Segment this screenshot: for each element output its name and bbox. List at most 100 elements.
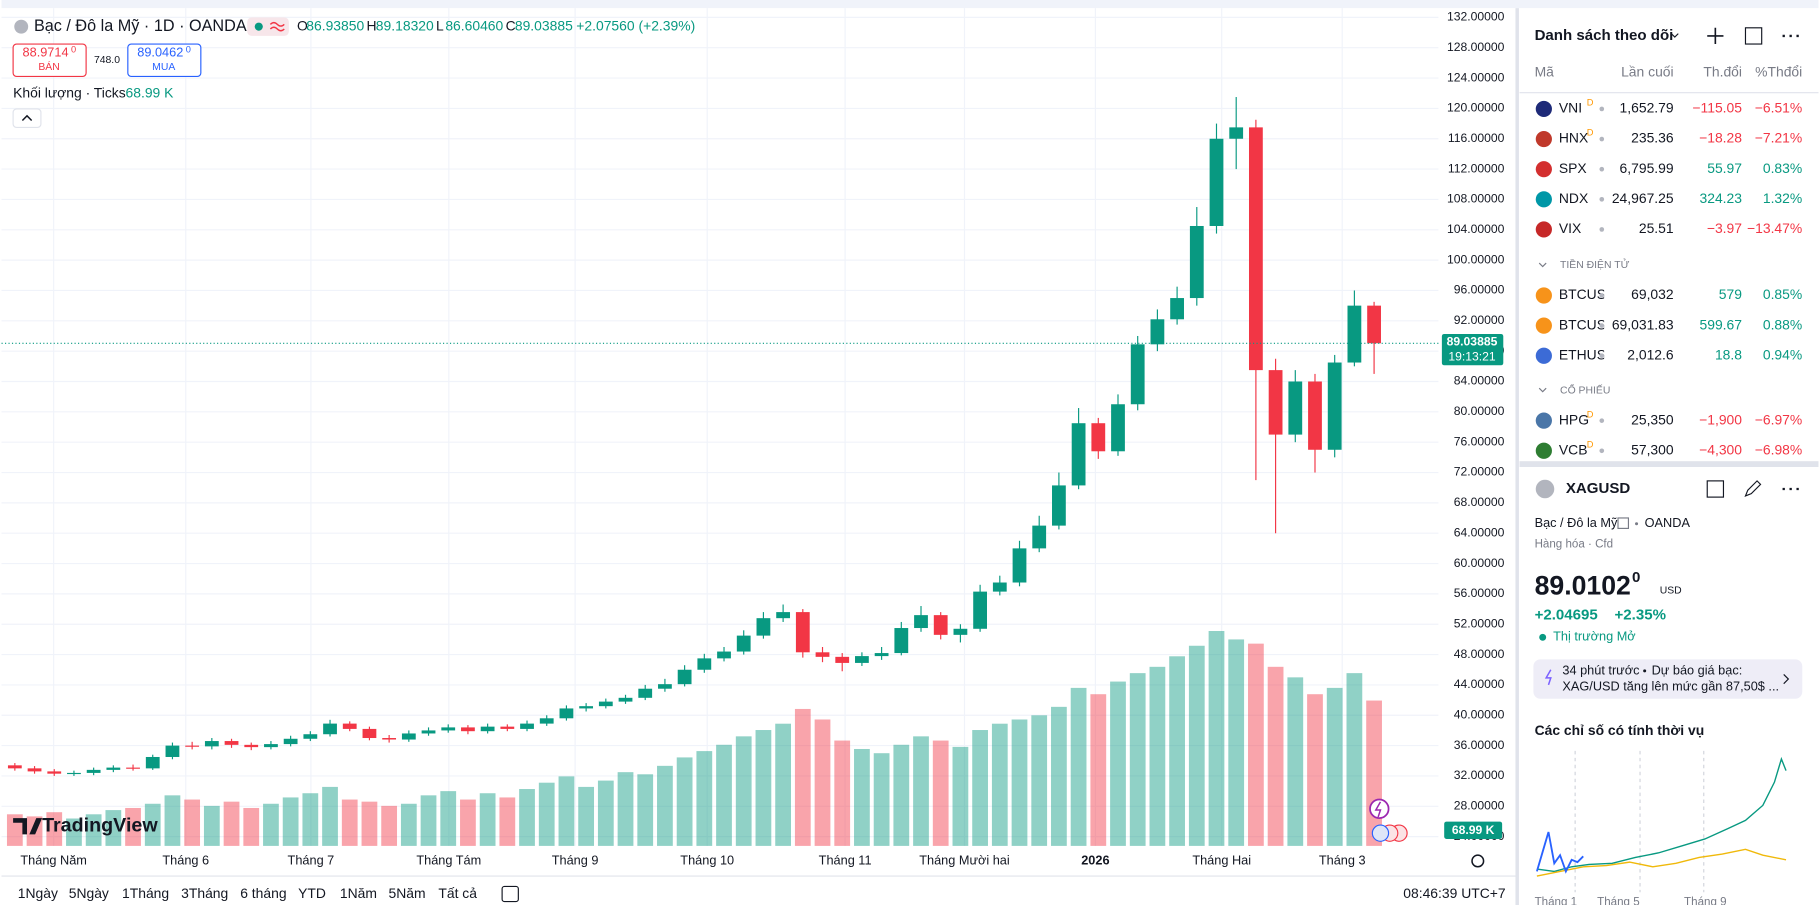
volume-bar — [1287, 677, 1304, 846]
side-panel: Danh sách theo dõi XAGUSD Bạc / Đô la Mỹ… — [1519, 27, 1819, 905]
candle-body — [224, 741, 239, 745]
volume-bar — [1366, 700, 1382, 846]
buy-button[interactable] — [127, 43, 202, 78]
collapse-button[interactable] — [12, 108, 42, 129]
range-button[interactable]: 5Năm — [389, 885, 426, 901]
x-tick-label: Tháng 7 — [288, 852, 335, 867]
candle-body — [382, 738, 397, 740]
status-icon — [269, 21, 285, 32]
candle-body — [27, 768, 42, 772]
row-symbol[interactable]: BTCUS — [1559, 286, 1606, 302]
row-symbol[interactable]: VCB — [1559, 441, 1588, 457]
volume-bar — [873, 753, 890, 846]
symbol-logo — [1535, 317, 1552, 334]
range-button[interactable]: 1Tháng — [122, 885, 169, 901]
row-flag: D — [1587, 439, 1594, 449]
candle-body — [86, 769, 101, 773]
row-change: −115.05 — [1692, 100, 1742, 116]
volume-title: Khối lượng · Ticks — [13, 85, 126, 101]
event-icon[interactable] — [1369, 798, 1390, 819]
row-last: 235.36 — [1631, 130, 1674, 146]
volume-bar — [1011, 719, 1028, 846]
row-symbol[interactable]: BTCUS — [1559, 316, 1606, 332]
watchlist-title[interactable]: Danh sách theo dõi — [1535, 27, 1674, 44]
settings-icon[interactable] — [1471, 854, 1485, 868]
external-icon[interactable] — [1617, 517, 1630, 529]
calendar-icon[interactable] — [501, 885, 519, 903]
candle-body — [598, 701, 613, 707]
volume-bar — [676, 757, 693, 846]
row-symbol[interactable]: HNX — [1559, 130, 1588, 146]
add-icon[interactable] — [1707, 27, 1724, 45]
row-dot — [1599, 448, 1605, 454]
volume-bar — [893, 744, 910, 846]
volume-bar — [144, 803, 161, 846]
candle-body — [638, 688, 653, 698]
y-tick-label: 72.00000 — [1454, 465, 1505, 479]
detail-symbol[interactable]: XAGUSD — [1566, 480, 1631, 497]
row-dot — [1599, 196, 1605, 202]
symbol-icon — [14, 19, 29, 34]
detail-category: Hàng hóa · Cfd — [1535, 539, 1614, 551]
ohlc-value: 89.03885 — [515, 17, 573, 33]
candle-body — [1130, 344, 1145, 405]
volume-bar — [400, 803, 417, 846]
section-chevron — [1538, 262, 1547, 268]
row-change: 18.8 — [1715, 346, 1742, 362]
top-bar — [1, 0, 1819, 9]
dot — [1643, 669, 1647, 673]
volume-tag — [1444, 821, 1503, 839]
edit-icon[interactable] — [1744, 480, 1762, 497]
detail-change: +2.04695 — [1535, 606, 1598, 623]
candle-body — [342, 723, 357, 729]
volume-bar — [164, 795, 181, 846]
symbol-title[interactable]: Bạc / Đô la Mỹ · 1D · OANDA — [34, 17, 247, 35]
row-pct: −7.21% — [1755, 130, 1803, 146]
row-change: −18.28 — [1699, 130, 1742, 146]
layout-icon[interactable] — [1744, 27, 1763, 45]
y-tick-label: 52.00000 — [1454, 616, 1505, 630]
row-symbol[interactable]: NDX — [1559, 190, 1588, 206]
candle-body — [500, 726, 515, 729]
volume-bar — [85, 814, 102, 846]
logo-text: TradingView — [42, 814, 158, 836]
section-title[interactable]: TIỀN ĐIỆN TỬ — [1560, 258, 1630, 271]
range-button[interactable]: Tất cả — [438, 885, 477, 901]
candle-body — [1248, 127, 1263, 371]
volume-value: 68.99 K — [126, 85, 175, 101]
last-price-tag — [1441, 333, 1504, 366]
row-symbol[interactable]: VIX — [1559, 220, 1581, 236]
sell-price-sup: 0 — [71, 44, 76, 54]
candle-body — [874, 653, 889, 657]
volume-bar — [302, 793, 319, 846]
symbol-logo — [1535, 161, 1552, 178]
candle-body — [1111, 404, 1125, 452]
volume-bar — [794, 708, 811, 846]
flag-icon[interactable] — [1371, 824, 1390, 842]
row-symbol[interactable]: SPX — [1559, 160, 1587, 176]
row-symbol[interactable]: HPG — [1559, 411, 1589, 427]
status-pill[interactable] — [247, 17, 289, 36]
candle-body — [658, 684, 672, 689]
candle-body — [1071, 423, 1086, 486]
candle-body — [953, 628, 968, 635]
volume-bar — [735, 736, 752, 846]
section-title[interactable]: CỔ PHIẾU — [1560, 383, 1610, 396]
volume-bar — [1188, 645, 1205, 846]
range-button[interactable]: 1Năm — [340, 885, 377, 901]
row-last: 6,795.99 — [1620, 160, 1674, 176]
sell-button[interactable] — [12, 43, 87, 78]
y-tick-label: 96.00000 — [1454, 283, 1505, 297]
news-card[interactable] — [1533, 659, 1803, 699]
grid-icon[interactable] — [1706, 480, 1725, 498]
range-button[interactable]: 5Ngày — [69, 885, 109, 901]
range-button[interactable]: 6 tháng — [240, 885, 286, 901]
range-button[interactable]: YTD — [298, 885, 326, 901]
row-symbol[interactable]: ETHUS — [1559, 346, 1606, 362]
range-button[interactable]: 3Tháng — [181, 885, 228, 901]
symbol-logo — [1535, 347, 1552, 364]
row-symbol[interactable]: VNI — [1559, 100, 1582, 116]
candle-body — [106, 767, 121, 770]
range-button[interactable]: 1Ngày — [18, 885, 58, 901]
volume-bar — [1267, 666, 1284, 846]
